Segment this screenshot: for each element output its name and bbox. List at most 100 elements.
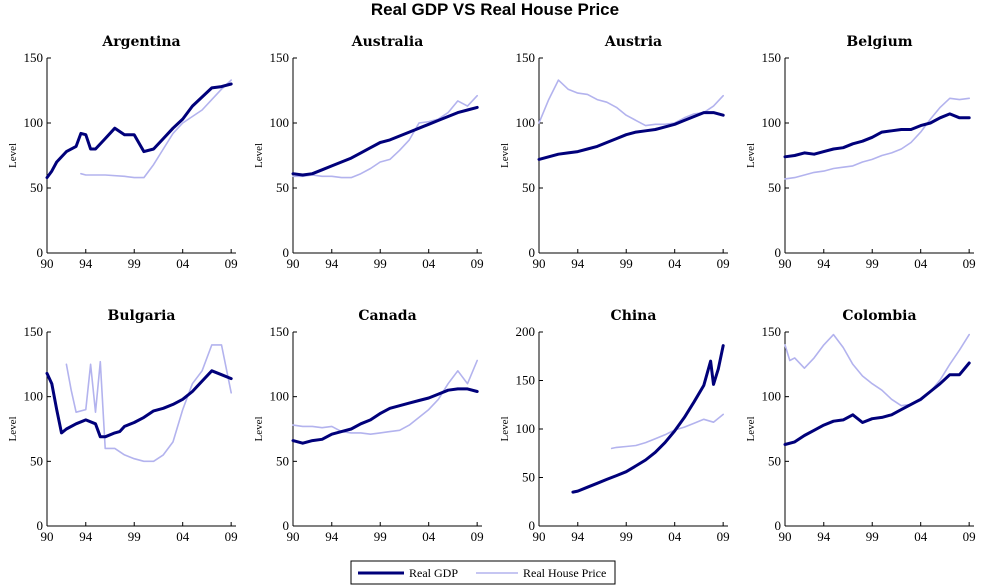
x-tick-label: 94 xyxy=(571,529,585,544)
y-tick-label: 50 xyxy=(768,453,781,468)
x-tick-label: 99 xyxy=(128,529,141,544)
x-tick-label: 04 xyxy=(668,256,682,271)
x-tick-label: 04 xyxy=(176,529,190,544)
x-tick-label: 09 xyxy=(471,256,484,271)
x-tick-label: 99 xyxy=(128,256,141,271)
x-tick-label: 94 xyxy=(325,529,339,544)
chart-panel-canada: Canada 0 50 100 150 90 94 99 04 09 Level xyxy=(253,308,484,544)
series-line-real-house-price xyxy=(80,79,232,179)
y-tick-label: 0 xyxy=(529,245,536,260)
legend-label-real-gdp: Real GDP xyxy=(409,566,458,580)
y-tick-label: 100 xyxy=(762,389,782,404)
chart-panel-bulgaria: Bulgaria 0 50 100 150 90 94 99 04 09 Level xyxy=(7,308,238,544)
y-axis-label: Level xyxy=(499,143,511,168)
y-tick-label: 50 xyxy=(30,180,43,195)
series-line-real-house-price xyxy=(784,333,971,407)
y-tick-label: 150 xyxy=(24,50,44,65)
x-tick-label: 90 xyxy=(533,529,546,544)
y-tick-label: 150 xyxy=(270,324,290,339)
chart-panel-australia: Australia 0 50 100 150 90 94 99 04 09 Level xyxy=(253,34,484,271)
chart-title: Belgium xyxy=(846,34,912,50)
series-line-real-gdp xyxy=(783,112,971,159)
y-axis-label: Level xyxy=(253,143,265,168)
x-tick-label: 09 xyxy=(225,529,238,544)
series-line-real-house-price xyxy=(292,94,479,179)
x-tick-label: 99 xyxy=(374,529,387,544)
chart-title: Canada xyxy=(358,308,416,324)
x-tick-label: 90 xyxy=(779,256,792,271)
x-tick-label: 94 xyxy=(325,256,339,271)
x-tick-label: 09 xyxy=(963,529,976,544)
y-axis-label: Level xyxy=(253,416,265,441)
legend-label-real-house-price: Real House Price xyxy=(523,566,606,580)
y-tick-label: 0 xyxy=(37,245,44,260)
y-tick-label: 50 xyxy=(276,453,289,468)
x-tick-label: 04 xyxy=(668,529,682,544)
y-tick-label: 150 xyxy=(24,324,44,339)
x-tick-label: 90 xyxy=(779,529,792,544)
x-tick-label: 04 xyxy=(176,256,190,271)
y-tick-label: 150 xyxy=(762,50,782,65)
figure-title: Real GDP VS Real House Price xyxy=(370,0,620,19)
chart-title: Colombia xyxy=(842,308,916,324)
chart-title: China xyxy=(611,308,657,324)
chart-panel-belgium: Belgium 0 50 100 150 90 94 99 04 09 Level xyxy=(745,34,976,271)
x-tick-label: 99 xyxy=(374,256,387,271)
x-tick-label: 09 xyxy=(717,256,730,271)
y-axis-label: Level xyxy=(7,143,19,168)
y-tick-label: 50 xyxy=(522,180,535,195)
x-tick-label: 90 xyxy=(287,529,300,544)
y-tick-label: 150 xyxy=(270,50,290,65)
y-tick-label: 100 xyxy=(516,421,536,436)
y-tick-label: 100 xyxy=(270,115,290,130)
x-tick-label: 99 xyxy=(866,256,879,271)
y-tick-label: 100 xyxy=(516,115,536,130)
y-axis-label: Level xyxy=(499,416,511,441)
y-tick-label: 50 xyxy=(276,180,289,195)
x-tick-label: 09 xyxy=(963,256,976,271)
x-tick-label: 94 xyxy=(817,529,831,544)
x-tick-label: 94 xyxy=(571,256,585,271)
x-tick-label: 99 xyxy=(620,529,633,544)
y-tick-label: 0 xyxy=(283,245,290,260)
y-tick-label: 0 xyxy=(283,518,290,533)
y-tick-label: 100 xyxy=(24,115,44,130)
chart-title: Austria xyxy=(604,34,662,50)
y-tick-label: 0 xyxy=(37,518,44,533)
y-axis-label: Level xyxy=(7,416,19,441)
y-tick-label: 150 xyxy=(516,50,536,65)
y-tick-label: 150 xyxy=(762,324,782,339)
x-tick-label: 99 xyxy=(866,529,879,544)
series-line-real-gdp xyxy=(537,111,725,161)
x-tick-label: 90 xyxy=(533,256,546,271)
x-tick-label: 90 xyxy=(41,529,54,544)
chart-title: Bulgaria xyxy=(108,308,176,324)
series-line-real-gdp xyxy=(45,369,233,439)
chart-panel-colombia: Colombia 0 50 100 150 90 94 99 04 09 Level xyxy=(745,308,976,544)
y-tick-label: 100 xyxy=(270,389,290,404)
y-tick-label: 200 xyxy=(516,324,536,339)
series-line-real-house-price xyxy=(292,359,479,436)
x-tick-label: 04 xyxy=(914,529,928,544)
x-tick-label: 04 xyxy=(914,256,928,271)
y-tick-label: 100 xyxy=(24,389,44,404)
series-line-real-house-price xyxy=(784,97,971,180)
chart-panel-austria: Austria 0 50 100 150 90 94 99 04 09 Level xyxy=(499,34,730,271)
x-tick-label: 90 xyxy=(41,256,54,271)
series-line-real-gdp xyxy=(571,344,725,494)
x-tick-label: 04 xyxy=(422,529,436,544)
chart-panel-argentina: Argentina 0 50 100 150 90 94 99 04 09 Level xyxy=(7,34,238,271)
y-tick-label: 50 xyxy=(768,180,781,195)
series-line-real-gdp xyxy=(45,82,233,180)
y-tick-label: 0 xyxy=(529,518,536,533)
x-tick-label: 09 xyxy=(471,529,484,544)
chart-title: Argentina xyxy=(101,34,180,50)
series-line-real-gdp xyxy=(783,361,971,446)
y-tick-label: 0 xyxy=(775,518,782,533)
x-tick-label: 94 xyxy=(79,529,93,544)
series-line-real-house-price xyxy=(65,344,232,463)
y-tick-label: 50 xyxy=(522,470,535,485)
y-tick-label: 150 xyxy=(516,373,536,388)
series-line-real-house-price xyxy=(610,413,725,450)
